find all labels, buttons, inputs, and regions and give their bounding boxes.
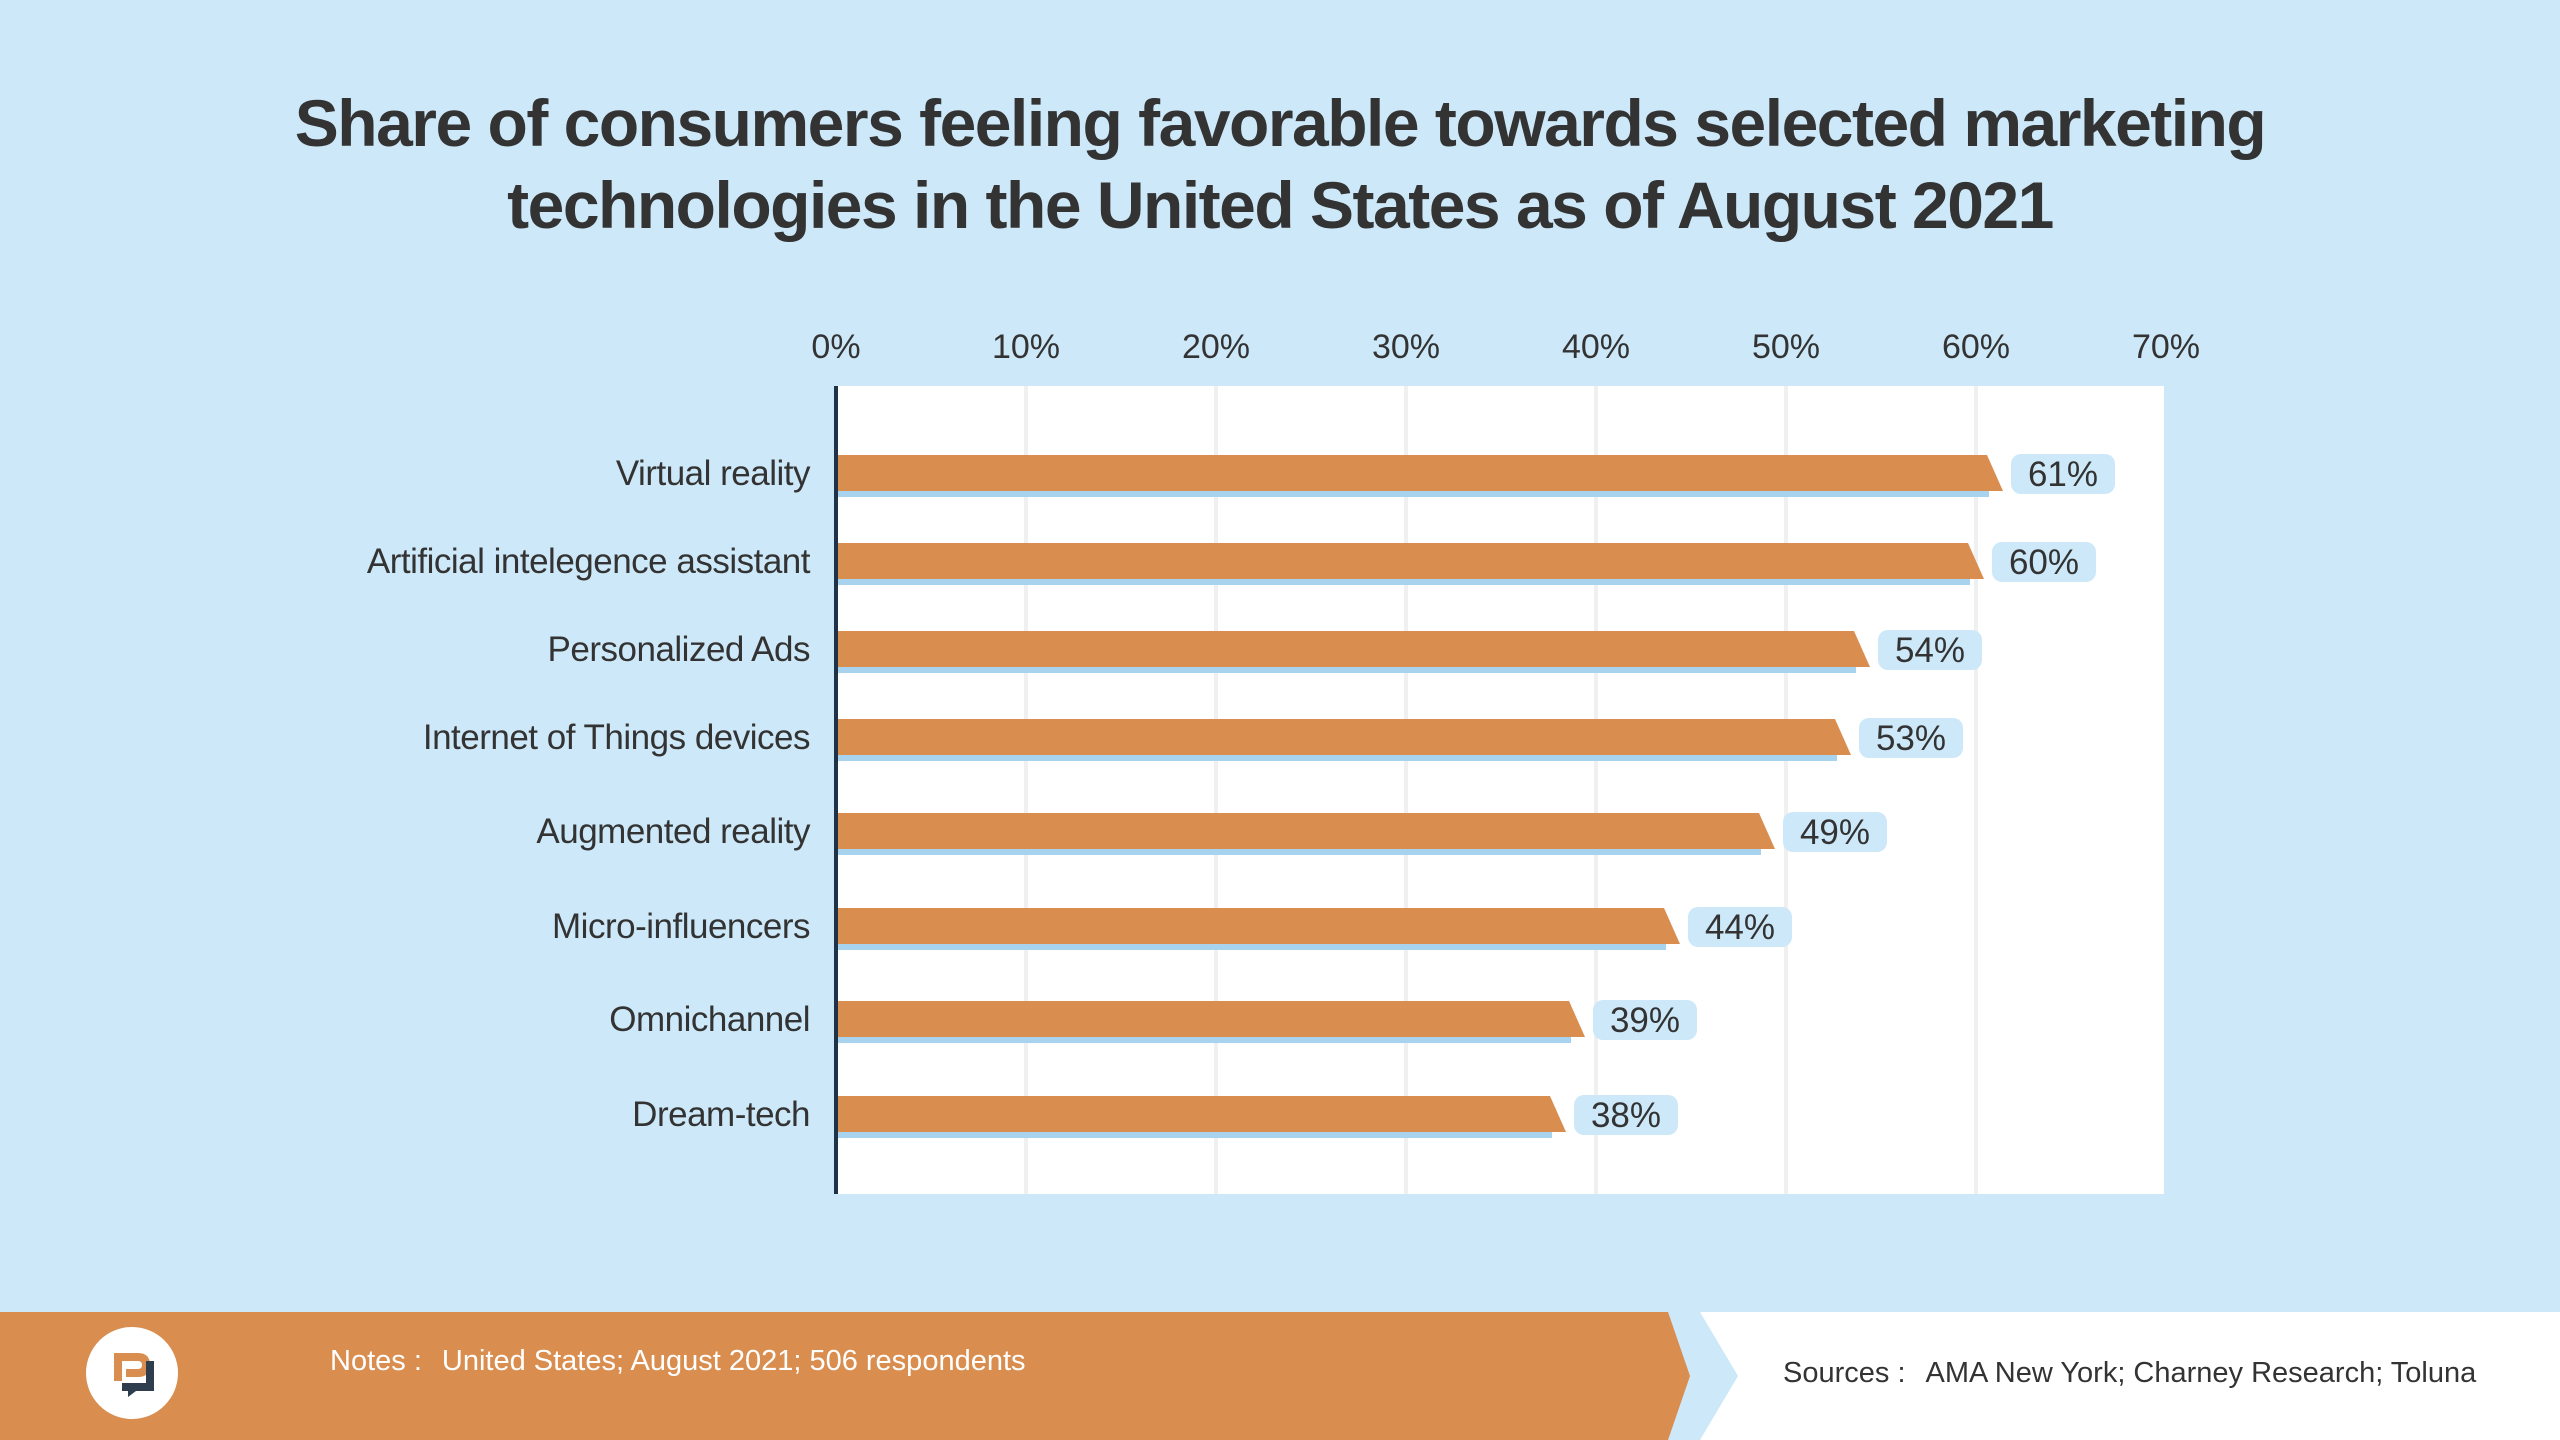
category-label: Personalized Ads <box>548 630 810 669</box>
x-tick-label: 50% <box>1752 328 1820 366</box>
data-label-bg <box>1878 630 1982 670</box>
x-tick-label: 30% <box>1372 328 1440 366</box>
chart-title-line-2: technologies in the United States as of … <box>507 168 2054 242</box>
x-tick-label: 60% <box>1942 328 2010 366</box>
bar <box>836 631 1870 667</box>
footer-sources-band <box>1700 1312 2560 1440</box>
sources-label: Sources : <box>1783 1357 1906 1389</box>
data-label: 53% <box>1876 719 1946 758</box>
bar-shadow <box>836 579 1970 585</box>
category-label: Internet of Things devices <box>423 718 810 757</box>
x-tick-label: 40% <box>1562 328 1630 366</box>
bar-shadow <box>836 755 1837 761</box>
x-tick-label: 70% <box>2132 328 2200 366</box>
bar <box>836 543 1984 579</box>
data-label-bg <box>1783 812 1887 852</box>
bar-shadow <box>836 1132 1552 1138</box>
data-label: 44% <box>1705 908 1775 947</box>
bar-chart: 0% 10% 20% 30% 40% 50% 60% 70% Virtual reality 61… <box>367 328 2200 1194</box>
data-label-bg <box>1992 542 2096 582</box>
bar <box>836 1096 1566 1132</box>
footer-sources: Sources : AMA New York; Charney Research;… <box>1783 1357 2476 1390</box>
notes-label: Notes : <box>330 1345 422 1377</box>
brand-logo-icon <box>114 1353 154 1397</box>
data-label: 39% <box>1610 1001 1680 1040</box>
data-label: 49% <box>1800 813 1870 852</box>
bar <box>836 908 1680 944</box>
data-label: 54% <box>1895 631 1965 670</box>
chart-title: Share of consumers feeling favorable tow… <box>230 82 2330 246</box>
data-label-bg <box>1688 907 1792 947</box>
category-label: Artificial intelegence assistant <box>367 542 811 581</box>
data-label: 60% <box>2009 543 2079 582</box>
plot-area <box>836 386 2164 1194</box>
x-tick-label: 20% <box>1182 328 1250 366</box>
category-label: Virtual reality <box>616 454 811 493</box>
bar <box>836 455 2003 491</box>
data-label: 38% <box>1591 1096 1661 1135</box>
data-label-bg <box>1574 1095 1678 1135</box>
category-label: Augmented reality <box>536 812 811 851</box>
bar <box>836 719 1851 755</box>
category-label: Micro-influencers <box>552 907 810 946</box>
category-label: Omnichannel <box>609 1000 810 1039</box>
bar <box>836 1001 1585 1037</box>
bar-shadow <box>836 944 1666 950</box>
data-label-bg <box>2011 454 2115 494</box>
brand-logo <box>86 1327 178 1419</box>
bar-shadow <box>836 667 1856 673</box>
chart-title-line-1: Share of consumers feeling favorable tow… <box>294 86 2267 160</box>
bar-shadow <box>836 1037 1571 1043</box>
footer-notes: Notes : United States; August 2021; 506 r… <box>330 1345 1026 1378</box>
notes-text: United States; August 2021; 506 responde… <box>441 1345 1026 1377</box>
x-tick-label: 10% <box>992 328 1060 366</box>
footer-notes-band <box>0 1312 1690 1440</box>
sources-text: AMA New York; Charney Research; Toluna <box>1925 1357 2477 1389</box>
data-label-bg <box>1593 1000 1697 1040</box>
bar-shadow <box>836 491 1989 497</box>
bar <box>836 813 1775 849</box>
data-label: 61% <box>2028 455 2098 494</box>
bar-shadow <box>836 849 1761 855</box>
category-label: Dream-tech <box>632 1095 810 1134</box>
x-tick-label: 0% <box>811 328 860 366</box>
data-label-bg <box>1859 718 1963 758</box>
